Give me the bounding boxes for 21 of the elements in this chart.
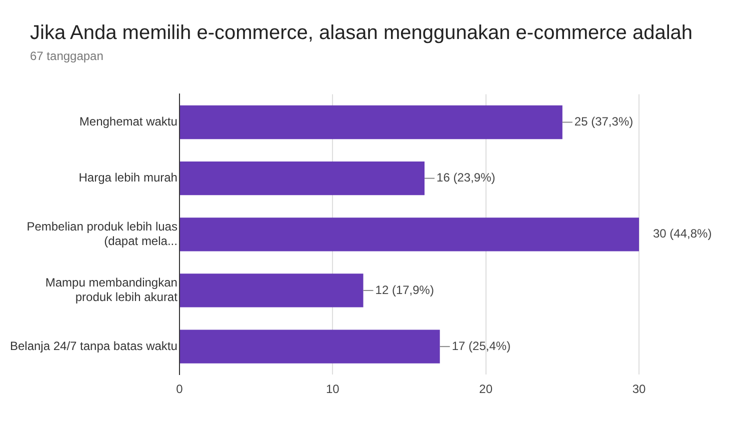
- data-label: 16 (23,9%): [436, 170, 496, 185]
- bar: [180, 274, 364, 308]
- data-label: 30 (44,8%): [653, 226, 712, 241]
- x-tick-label: 0: [176, 382, 184, 396]
- chart-title: Jika Anda memilih e-commerce, alasan menggunakan e-commerce adalah: [29, 21, 694, 45]
- y-tick-label: Belanja 24/7 tanpa batas waktu: [10, 338, 178, 353]
- bar: [180, 105, 562, 140]
- data-label: 17 (25,4%): [452, 338, 511, 353]
- bar: [180, 161, 425, 196]
- bar: [180, 330, 440, 364]
- x-tick-label: 20: [479, 382, 493, 396]
- data-label: 25 (37,3%): [574, 114, 634, 129]
- bar: [180, 218, 639, 252]
- y-tick-label: Harga lebih murah: [78, 170, 178, 185]
- text: 67 tanggapan: [29, 48, 104, 63]
- y-tick-label: Menghemat waktu: [79, 114, 178, 129]
- x-tick-label: 30: [632, 382, 646, 396]
- x-tick-label: 10: [326, 382, 340, 396]
- y-tick-label: Mampu membandingkan produk lebih akurat: [45, 276, 178, 304]
- data-label: 12 (17,9%): [375, 282, 434, 297]
- y-tick-label: Pembelian produk lebih luas (dapat mela...: [26, 220, 178, 248]
